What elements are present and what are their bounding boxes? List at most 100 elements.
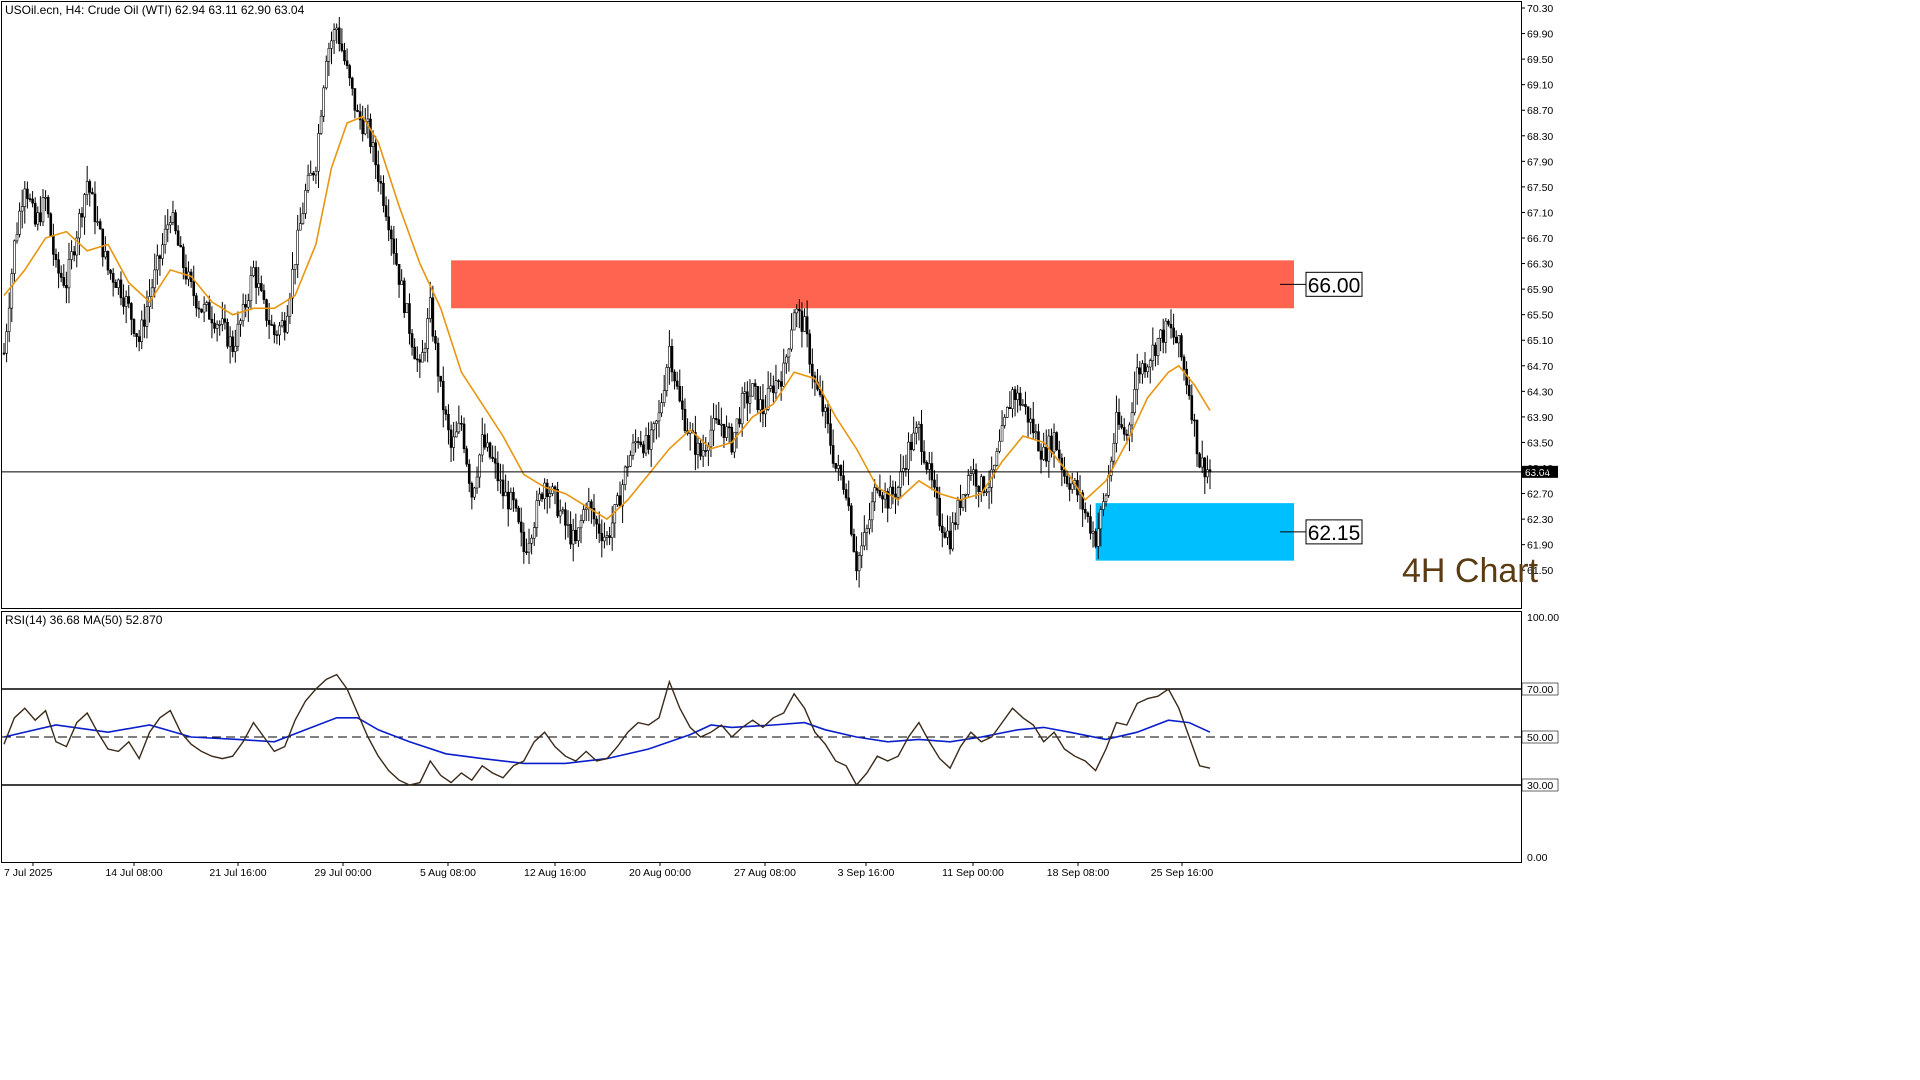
candle-body <box>727 426 731 429</box>
candle-body <box>434 335 437 344</box>
candle-body <box>927 463 931 470</box>
price-tick-label: 64.30 <box>1527 386 1553 398</box>
candle-body <box>735 418 739 433</box>
candle-body <box>977 485 980 492</box>
candle-body <box>96 221 99 223</box>
candle-body <box>114 282 118 288</box>
time-tick-label: 11 Sep 00:00 <box>942 867 1004 879</box>
candle-body <box>78 213 81 239</box>
candle-body <box>26 188 29 199</box>
candle-body <box>91 192 94 195</box>
candle-body <box>72 251 76 256</box>
candle-body <box>397 263 401 285</box>
candle-body <box>132 319 136 334</box>
candle-body <box>626 466 630 468</box>
candle-body <box>566 524 570 526</box>
candle-body <box>800 310 804 332</box>
candle-body <box>322 87 325 117</box>
candle-body <box>777 380 780 382</box>
zones-layer <box>451 260 1294 561</box>
candle-body <box>558 510 562 517</box>
candle-body <box>564 509 567 526</box>
candle-body <box>746 391 749 404</box>
candle-body <box>13 240 16 274</box>
candle-body <box>163 228 167 246</box>
candle-body <box>36 212 40 225</box>
candle-body <box>969 473 973 476</box>
time-tick-label: 14 Jul 08:00 <box>105 867 162 879</box>
candle-body <box>228 336 232 347</box>
candle-body <box>444 409 448 415</box>
price-tick-label: 69.10 <box>1527 80 1553 92</box>
candle-body <box>1172 327 1175 338</box>
candle-body <box>382 182 385 206</box>
rsi-axis: 100.00 70.00 50.00 30.00 0.00 <box>1521 612 1559 864</box>
candle-body <box>447 413 450 431</box>
candle-body <box>1198 453 1201 468</box>
candle-body <box>597 523 601 534</box>
candle-body <box>725 426 728 438</box>
time-tick-label: 12 Aug 16:00 <box>524 867 586 879</box>
candles-layer <box>2 16 1212 588</box>
candle-body <box>857 555 861 572</box>
candle-body <box>1081 492 1084 510</box>
candle-body <box>761 399 765 415</box>
candle-body <box>475 476 479 489</box>
candle-body <box>288 298 292 317</box>
price-tick-label: 67.50 <box>1527 182 1553 194</box>
candle-body <box>979 476 983 492</box>
candle-body <box>441 380 445 411</box>
candle-body <box>912 432 915 450</box>
candle-body <box>1135 367 1139 390</box>
time-tick-label: 27 Aug 08:00 <box>734 867 796 879</box>
candle-body <box>182 246 185 268</box>
candle-body <box>304 190 307 214</box>
candle-body <box>405 303 409 313</box>
candle-body <box>301 213 305 224</box>
candle-body <box>249 275 253 302</box>
candle-body <box>709 429 713 448</box>
candle-body <box>1000 425 1004 442</box>
candle-body <box>535 500 539 528</box>
candle-body <box>462 423 466 450</box>
candle-body <box>247 300 250 308</box>
candle-body <box>392 238 396 254</box>
candle-body <box>681 400 684 410</box>
candle-body <box>987 487 991 493</box>
candle-body <box>387 216 390 231</box>
candle-body <box>1174 336 1178 344</box>
candle-body <box>135 333 138 337</box>
candle-body <box>948 530 952 550</box>
candle-body <box>465 448 468 465</box>
candle-body <box>1005 407 1009 418</box>
candle-body <box>798 308 801 312</box>
zone-labels: 66.00 62.15 <box>1280 271 1363 545</box>
candle-body <box>439 375 442 382</box>
candle-body <box>1154 344 1157 356</box>
candle-body <box>753 383 757 387</box>
candle-body <box>1161 329 1165 343</box>
candle-body <box>855 551 858 572</box>
candle-body <box>865 528 869 533</box>
candle-body <box>811 363 814 377</box>
candle-body <box>1052 432 1056 453</box>
candle-body <box>218 324 222 326</box>
rsi-tick-label: 50.00 <box>1527 732 1553 744</box>
candle-body <box>291 269 294 299</box>
candle-body <box>483 434 487 448</box>
candle-body <box>577 527 580 542</box>
candle-body <box>834 463 838 469</box>
candle-body <box>1029 418 1032 423</box>
candle-body <box>831 445 835 464</box>
price-tick-label: 63.90 <box>1527 412 1553 424</box>
candle-body <box>517 507 520 523</box>
candle-body <box>174 212 177 232</box>
candle-body <box>262 290 266 300</box>
candle-body <box>426 318 429 349</box>
candle-body <box>743 391 747 394</box>
candle-body <box>759 399 762 411</box>
candle-body <box>722 423 726 438</box>
candle-body <box>428 297 432 319</box>
time-axis: 7 Jul 2025 14 Jul 08:00 21 Jul 16:00 29 Jul… <box>4 862 1213 879</box>
price-tick-label: 65.10 <box>1527 335 1553 347</box>
